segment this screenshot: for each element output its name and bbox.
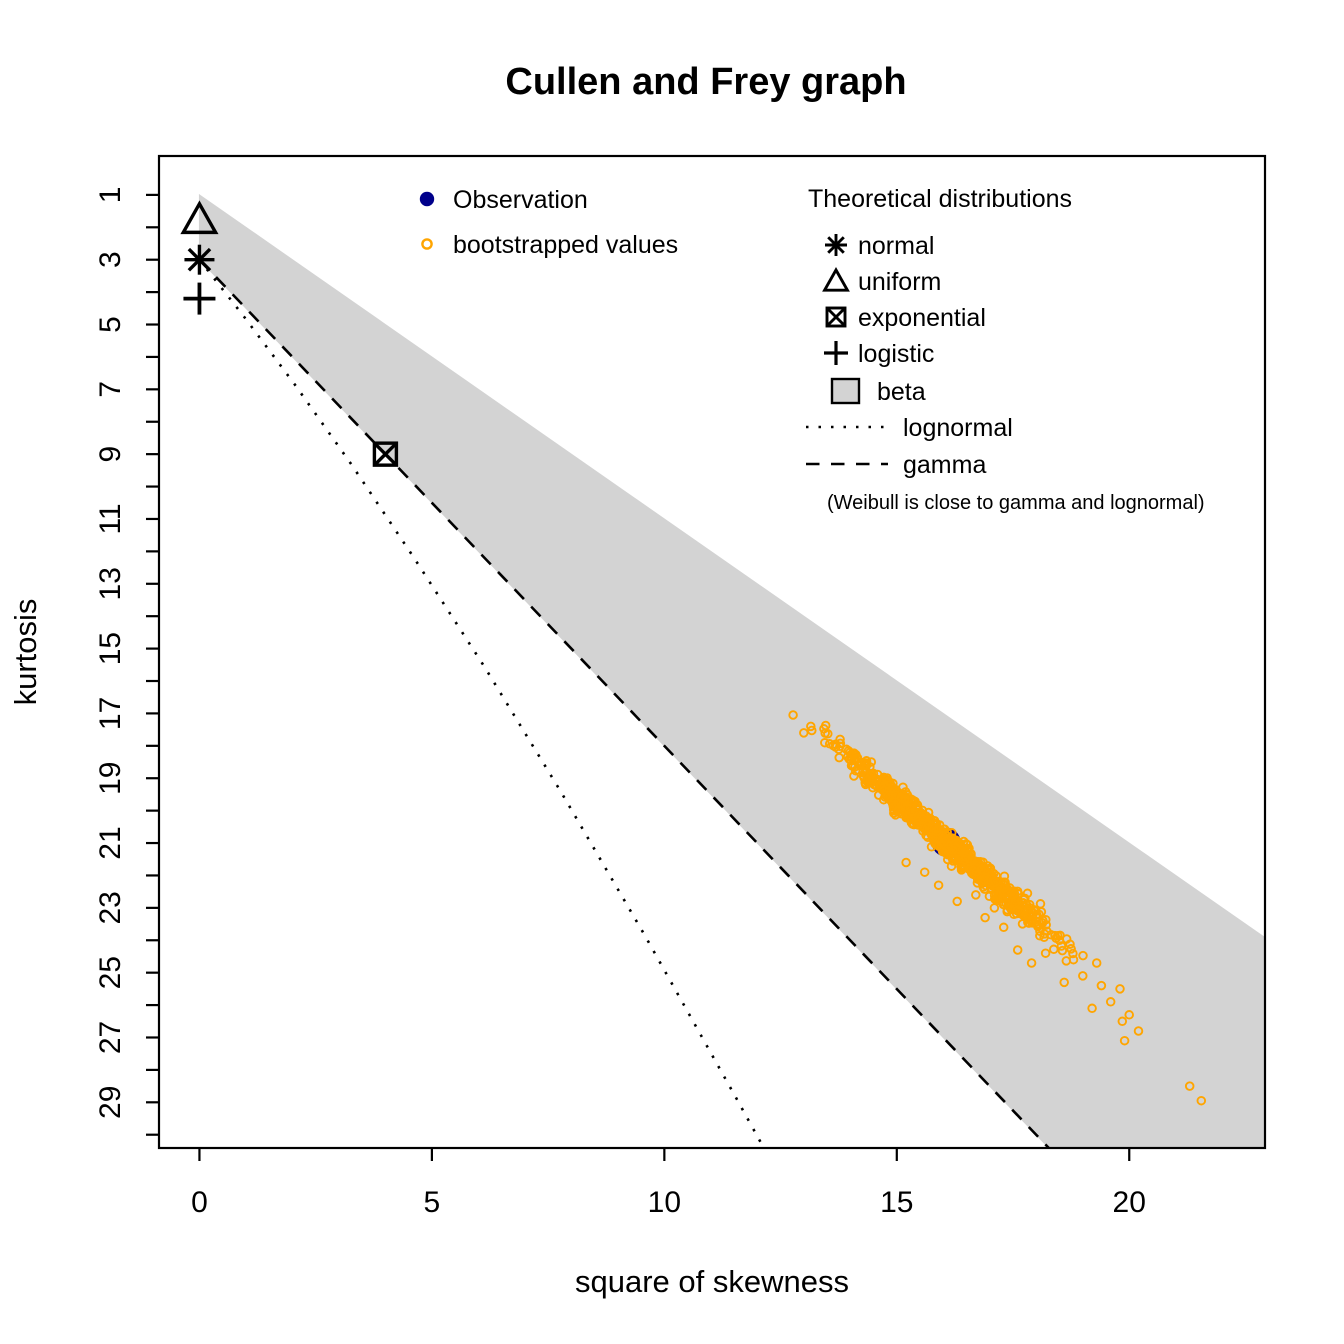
legend-observation-marker (419, 191, 435, 207)
legend-main: Observation bootstrapped values (419, 186, 678, 259)
legend-beta-square-icon (830, 377, 861, 405)
y-tick-label: 13 (94, 567, 127, 600)
bootstrap-points (788, 710, 1207, 1106)
y-tick-label: 23 (94, 891, 127, 924)
legend-uniform-triangle-icon (822, 267, 850, 292)
theoretical-distribution-markers (180, 200, 399, 467)
x-axis: 0 5 10 15 20 (191, 1148, 1146, 1219)
y-tick-label: 9 (94, 446, 127, 463)
legend-bootstrap-marker (421, 238, 433, 250)
legend-uniform-label: uniform (858, 268, 941, 296)
beta-region-polygon (198, 193, 1266, 1149)
plot-border (157, 154, 1267, 1150)
legend-logistic-plus-icon (824, 341, 848, 365)
y-axis-label: kurtosis (8, 599, 43, 706)
chart-title: Cullen and Frey graph (505, 61, 906, 103)
legend-logistic-label: logistic (858, 340, 934, 368)
y-tick-label: 25 (94, 956, 127, 989)
legend-theoretical-title: Theoretical distributions (808, 185, 1072, 213)
x-tick-label: 0 (191, 1186, 208, 1219)
x-axis-label: square of skewness (575, 1264, 849, 1299)
legend-weibull-note: (Weibull is close to gamma and lognormal… (827, 492, 1205, 514)
y-tick-label: 19 (94, 762, 127, 795)
legend-normal-asterisk-icon (825, 234, 847, 256)
y-tick-label: 1 (94, 187, 127, 204)
x-tick-label: 5 (424, 1186, 441, 1219)
x-tick-label: 20 (1113, 1186, 1146, 1219)
y-tick-label: 3 (94, 251, 127, 268)
legend-normal-label: normal (858, 232, 934, 260)
y-tick-label: 11 (94, 503, 127, 534)
y-tick-label: 15 (94, 632, 127, 665)
y-tick-label: 17 (94, 697, 127, 730)
legend-gamma-label: gamma (903, 451, 986, 479)
y-tick-label: 7 (94, 381, 127, 398)
legend-theoretical: Theoretical distributions normal uniform… (806, 185, 1205, 514)
reference-lines (198, 258, 1050, 1149)
legend-beta-label: beta (877, 378, 926, 406)
x-tick-label: 15 (880, 1186, 913, 1219)
y-tick-label: 29 (94, 1086, 127, 1119)
y-tick-label: 5 (94, 316, 127, 333)
legend-exponential-label: exponential (858, 304, 986, 332)
legend-observation-label: Observation (453, 186, 588, 214)
x-tick-label: 10 (648, 1186, 681, 1219)
y-tick-label: 21 (94, 826, 127, 859)
y-tick-label: 27 (94, 1021, 127, 1054)
legend-exponential-square-x-icon (825, 306, 847, 328)
legend-lognormal-label: lognormal (903, 414, 1013, 442)
legend-bootstrap-label: bootstrapped values (453, 231, 678, 259)
